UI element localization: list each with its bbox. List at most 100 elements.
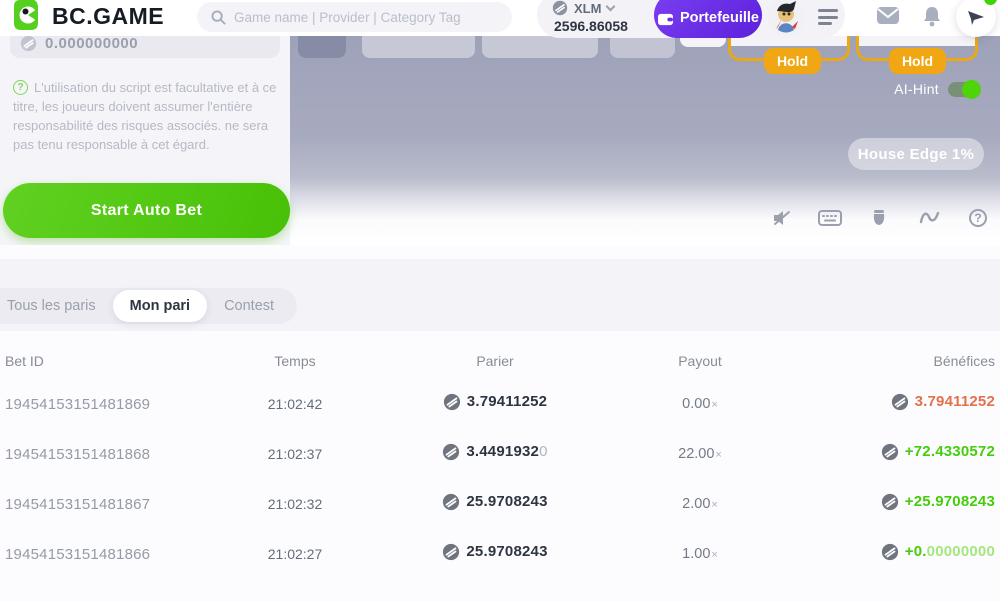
coin-icon bbox=[443, 393, 460, 410]
xlm-coin-icon bbox=[552, 0, 568, 16]
header-bet: Parier bbox=[476, 353, 514, 369]
table-row[interactable]: 19454153151481867 21:02:32 25.9708243 2.… bbox=[0, 479, 1000, 529]
bet-amount: 3.44919320 bbox=[466, 443, 548, 460]
question-mark-glyph: ? bbox=[969, 209, 987, 227]
game-area: Hold Hold AI-Hint House Edge 1% ? bbox=[290, 34, 1000, 245]
header-profit: Bénéfices bbox=[933, 353, 995, 369]
payout-value: 22.00× bbox=[678, 446, 722, 462]
header-payout: Payout bbox=[678, 353, 722, 369]
bell-icon[interactable] bbox=[922, 6, 946, 28]
wallet-button[interactable]: Portefeuille bbox=[654, 0, 762, 38]
house-edge-badge: House Edge 1% bbox=[848, 138, 984, 170]
bc-game-logo[interactable]: BC.GAME bbox=[8, 0, 164, 34]
bet-id: 19454153151481868 bbox=[5, 445, 151, 463]
bets-section: Tous les paris Mon pari Contest Bet ID T… bbox=[0, 245, 1000, 601]
search-input[interactable] bbox=[234, 9, 498, 25]
hold-button-left[interactable]: Hold bbox=[764, 48, 821, 74]
chat-icon[interactable] bbox=[956, 0, 999, 37]
fairness-jar-icon[interactable] bbox=[867, 206, 891, 230]
keyboard-icon[interactable] bbox=[818, 206, 842, 230]
payout-value: 2.00× bbox=[682, 496, 718, 512]
currency-code: XLM bbox=[574, 0, 602, 16]
toggle-knob-icon bbox=[962, 79, 981, 99]
multiplier-symbol: × bbox=[711, 549, 718, 561]
payout-value: 0.00× bbox=[682, 396, 718, 412]
coin-icon bbox=[443, 493, 460, 510]
profit-value: +25.9708243 bbox=[904, 493, 995, 510]
bet-id: 19454153151481867 bbox=[5, 495, 151, 513]
ai-hint-label: AI-Hint bbox=[894, 81, 939, 97]
multiplier-symbol: × bbox=[711, 399, 718, 411]
help-circle-icon[interactable]: ? bbox=[13, 80, 28, 95]
coin-icon bbox=[881, 493, 898, 510]
wallet-icon bbox=[658, 13, 673, 26]
bet-amount: 3.79411252 bbox=[466, 393, 548, 410]
coin-icon bbox=[891, 393, 908, 410]
profit-value: +72.4330572 bbox=[904, 443, 995, 460]
avatar[interactable] bbox=[766, 0, 806, 37]
top-bar: BC.GAME XLM 2596.86058 Portefeuille bbox=[0, 0, 1000, 38]
bet-id: 19454153151481866 bbox=[5, 545, 151, 563]
payout-value: 1.00× bbox=[682, 546, 718, 562]
bets-tabs: Tous les paris Mon pari Contest bbox=[0, 288, 298, 324]
bc-game-logo-icon bbox=[14, 0, 38, 30]
header-time: Temps bbox=[274, 353, 316, 369]
profit-value: +0.00000000 bbox=[904, 543, 995, 560]
header-bet-id: Bet ID bbox=[5, 353, 44, 369]
script-disclaimer: ? L'utilisation du script est facultativ… bbox=[13, 78, 278, 154]
card-back-remnant bbox=[298, 34, 346, 58]
bet-panel: 0.000000000 ? L'utilisation du script es… bbox=[0, 28, 290, 245]
tab-all-bets[interactable]: Tous les paris bbox=[0, 290, 113, 322]
coin-icon bbox=[443, 543, 460, 560]
currency-selector[interactable]: XLM 2596.86058 bbox=[552, 0, 652, 34]
tab-contest[interactable]: Contest bbox=[207, 290, 291, 322]
tab-my-bet[interactable]: Mon pari bbox=[112, 290, 208, 322]
bet-time: 21:02:32 bbox=[267, 496, 323, 512]
help-icon[interactable]: ? bbox=[966, 206, 990, 230]
bet-time: 21:02:37 bbox=[267, 446, 323, 462]
start-auto-bet-button[interactable]: Start Auto Bet bbox=[3, 183, 290, 238]
multiplier-symbol: × bbox=[715, 449, 722, 461]
multiplier-symbol: × bbox=[711, 499, 718, 511]
ai-hint-row: AI-Hint bbox=[850, 79, 981, 99]
chevron-down-icon bbox=[606, 1, 616, 12]
card-remnant bbox=[859, 34, 975, 46]
table-header-row: Bet ID Temps Parier Payout Bénéfices bbox=[0, 343, 1000, 379]
brand-title: BC.GAME bbox=[52, 2, 165, 29]
ai-hint-toggle[interactable] bbox=[948, 79, 981, 99]
bets-table: Bet ID Temps Parier Payout Bénéfices 194… bbox=[0, 343, 1000, 579]
disclaimer-text: L'utilisation du script est facultative … bbox=[13, 80, 277, 152]
mail-icon[interactable] bbox=[876, 6, 900, 28]
card-remnant bbox=[482, 34, 598, 58]
chat-plane-icon bbox=[968, 11, 984, 25]
bet-time: 21:02:27 bbox=[267, 546, 323, 562]
card-remnant bbox=[362, 34, 475, 58]
card-remnant bbox=[610, 34, 675, 58]
profit-value: 3.79411252 bbox=[914, 393, 995, 410]
live-stats-icon[interactable] bbox=[918, 206, 942, 230]
coin-icon bbox=[20, 35, 37, 51]
coin-icon bbox=[443, 443, 460, 460]
table-row[interactable]: 19454153151481869 21:02:42 3.79411252 0.… bbox=[0, 379, 1000, 429]
bet-time: 21:02:42 bbox=[267, 396, 323, 412]
bet-amount: 25.9708243 bbox=[466, 543, 548, 560]
wallet-label: Portefeuille bbox=[680, 10, 759, 26]
coin-icon bbox=[881, 543, 898, 560]
volume-muted-icon[interactable] bbox=[770, 206, 794, 230]
menu-icon[interactable] bbox=[818, 9, 838, 25]
coin-icon bbox=[881, 443, 898, 460]
search-icon bbox=[211, 9, 226, 25]
avatar-image bbox=[767, 0, 805, 36]
hold-button-right[interactable]: Hold bbox=[889, 48, 946, 74]
search-bar[interactable] bbox=[197, 2, 512, 32]
bet-amount: 25.9708243 bbox=[466, 493, 548, 510]
game-toolbar: ? bbox=[290, 206, 1000, 232]
table-row[interactable]: 19454153151481866 21:02:27 25.9708243 1.… bbox=[0, 529, 1000, 579]
balance-value: 2596.86058 bbox=[554, 18, 628, 34]
currency-row: XLM bbox=[552, 0, 652, 16]
notification-badge bbox=[982, 0, 999, 7]
bet-amount-value: 0.000000000 bbox=[45, 34, 139, 52]
bet-id: 19454153151481869 bbox=[5, 395, 151, 413]
table-row[interactable]: 19454153151481868 21:02:37 3.44919320 22… bbox=[0, 429, 1000, 479]
